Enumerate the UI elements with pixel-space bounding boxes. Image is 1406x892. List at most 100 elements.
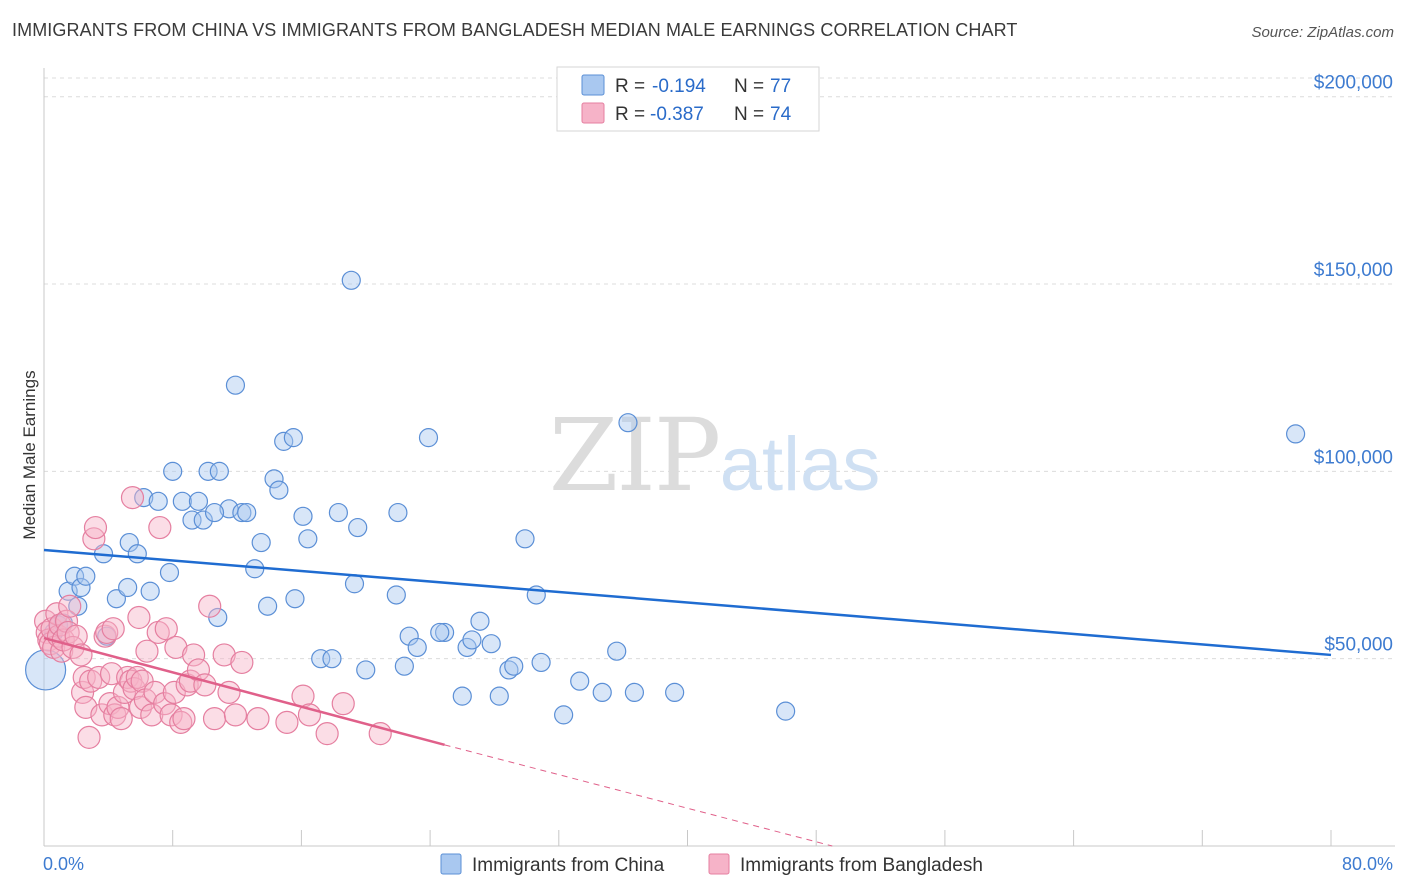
china-point-22 bbox=[193, 510, 213, 530]
china-point-69 bbox=[618, 413, 638, 433]
china-point-27 bbox=[225, 375, 246, 395]
china-point-66 bbox=[570, 671, 590, 691]
china-point-6 bbox=[71, 577, 91, 598]
series-legend: Immigrants from China Immigrants from Ba… bbox=[440, 853, 983, 876]
china-point-64 bbox=[531, 652, 551, 673]
legend-n-value-china: 77 bbox=[770, 76, 791, 97]
china-point-76 bbox=[430, 622, 450, 643]
trend-line-bangladesh-extrapolated bbox=[444, 744, 833, 847]
bangladesh-point-48 bbox=[148, 515, 172, 540]
bangladesh-point-54 bbox=[169, 710, 193, 734]
bangladesh-point-23 bbox=[83, 515, 108, 540]
china-point-39 bbox=[298, 529, 318, 549]
china-point-51 bbox=[407, 637, 427, 658]
bangladesh-point-63 bbox=[212, 643, 236, 667]
x-tick-labels: 0.0% 80.0% bbox=[43, 854, 1393, 874]
china-point-73 bbox=[1286, 424, 1306, 444]
y-tick-label-1: $100,000 bbox=[1314, 447, 1393, 468]
china-point-36 bbox=[283, 428, 303, 448]
china-point-15 bbox=[140, 581, 160, 601]
bangladesh-point-67 bbox=[246, 707, 270, 731]
china-point-72 bbox=[776, 701, 796, 721]
bangladesh-point-60 bbox=[193, 673, 217, 697]
china-point-44 bbox=[344, 574, 365, 594]
china-point-48 bbox=[388, 502, 408, 523]
china-point-56 bbox=[462, 630, 482, 650]
bangladesh-point-43 bbox=[133, 688, 157, 712]
china-point-35 bbox=[274, 431, 294, 451]
china-point-57 bbox=[470, 611, 490, 631]
bangladesh-point-44 bbox=[135, 639, 159, 663]
legend-swatch-china bbox=[581, 74, 605, 96]
china-point-41 bbox=[322, 649, 342, 669]
china-point-46 bbox=[356, 660, 376, 680]
watermark-atlas: atlas bbox=[720, 422, 881, 507]
china-point-25 bbox=[209, 461, 229, 481]
series-bangladesh-points bbox=[34, 485, 392, 749]
chart-title: IMMIGRANTS FROM CHINA VS IMMIGRANTS FROM… bbox=[12, 20, 1018, 40]
bangladesh-point-33 bbox=[109, 707, 133, 731]
bangladesh-point-55 bbox=[172, 707, 196, 731]
bangladesh-point-37 bbox=[120, 485, 145, 510]
y-tick-labels: $50,000 $100,000 $150,000 $200,000 bbox=[1314, 73, 1393, 656]
china-point-33 bbox=[264, 469, 284, 489]
china-point-67 bbox=[592, 682, 612, 703]
legend-r-value-china: -0.194 bbox=[652, 76, 706, 97]
china-point-53 bbox=[434, 622, 455, 643]
china-point-40 bbox=[311, 649, 331, 669]
china-point-62 bbox=[515, 529, 535, 549]
china-point-38 bbox=[293, 506, 313, 526]
series-china-points bbox=[25, 270, 1306, 725]
x-tick-label-1: 80.0% bbox=[1342, 854, 1393, 874]
legend-n-label-china: N = bbox=[734, 76, 764, 97]
china-point-11 bbox=[118, 577, 138, 598]
bangladesh-point-66 bbox=[230, 650, 254, 675]
trend-line-bangladesh bbox=[43, 636, 445, 747]
bangladesh-point-68 bbox=[275, 710, 299, 734]
bangladesh-point-13 bbox=[58, 594, 82, 618]
china-point-71 bbox=[665, 682, 685, 703]
y-tick-label-3: $200,000 bbox=[1314, 73, 1393, 94]
x-tick-label-0: 0.0% bbox=[43, 854, 84, 874]
china-point-49 bbox=[394, 656, 414, 676]
china-point-58 bbox=[481, 634, 501, 654]
china-point-17 bbox=[159, 562, 180, 583]
bangladesh-point-51 bbox=[159, 703, 183, 727]
legend-n-value-bangladesh: 74 bbox=[770, 104, 792, 125]
china-point-29 bbox=[237, 502, 257, 523]
trend-lines bbox=[43, 548, 1332, 847]
china-point-42 bbox=[328, 502, 349, 523]
china-point-13 bbox=[127, 544, 147, 564]
legend-r-label-china: R = bbox=[615, 76, 645, 97]
bangladesh-point-58 bbox=[182, 643, 206, 667]
bangladesh-point-35 bbox=[116, 665, 140, 690]
axes bbox=[43, 68, 1395, 847]
china-point-18 bbox=[163, 461, 183, 481]
bangladesh-point-30 bbox=[101, 617, 125, 641]
bangladesh-point-40 bbox=[127, 605, 151, 630]
china-point-34 bbox=[269, 480, 289, 500]
bangladesh-point-65 bbox=[223, 703, 248, 727]
bangladesh-point-24 bbox=[87, 665, 111, 690]
china-point-23 bbox=[198, 461, 218, 481]
china-point-43 bbox=[341, 270, 361, 290]
stats-legend: R = -0.194 N = 77 R = -0.387 N = 74 bbox=[556, 66, 820, 132]
bangladesh-point-61 bbox=[198, 594, 222, 618]
china-point-28 bbox=[232, 502, 252, 523]
china-point-50 bbox=[399, 626, 419, 646]
watermark-zip: ZIP bbox=[549, 397, 719, 514]
bottom-legend-label-china: Immigrants from China bbox=[472, 855, 665, 876]
china-point-7 bbox=[76, 566, 96, 586]
bottom-legend-swatch-bangladesh bbox=[708, 853, 730, 875]
china-point-31 bbox=[251, 532, 271, 553]
legend-r-value-bangladesh: -0.387 bbox=[650, 104, 704, 125]
china-point-65 bbox=[554, 705, 574, 725]
china-point-20 bbox=[182, 510, 202, 530]
y-tick-label-0: $50,000 bbox=[1324, 635, 1393, 656]
bangladesh-point-53 bbox=[164, 635, 188, 660]
bangladesh-point-59 bbox=[186, 658, 211, 682]
china-point-5 bbox=[64, 566, 85, 586]
y-axis-label: Median Male Earnings bbox=[20, 370, 39, 539]
china-point-59 bbox=[489, 686, 509, 706]
